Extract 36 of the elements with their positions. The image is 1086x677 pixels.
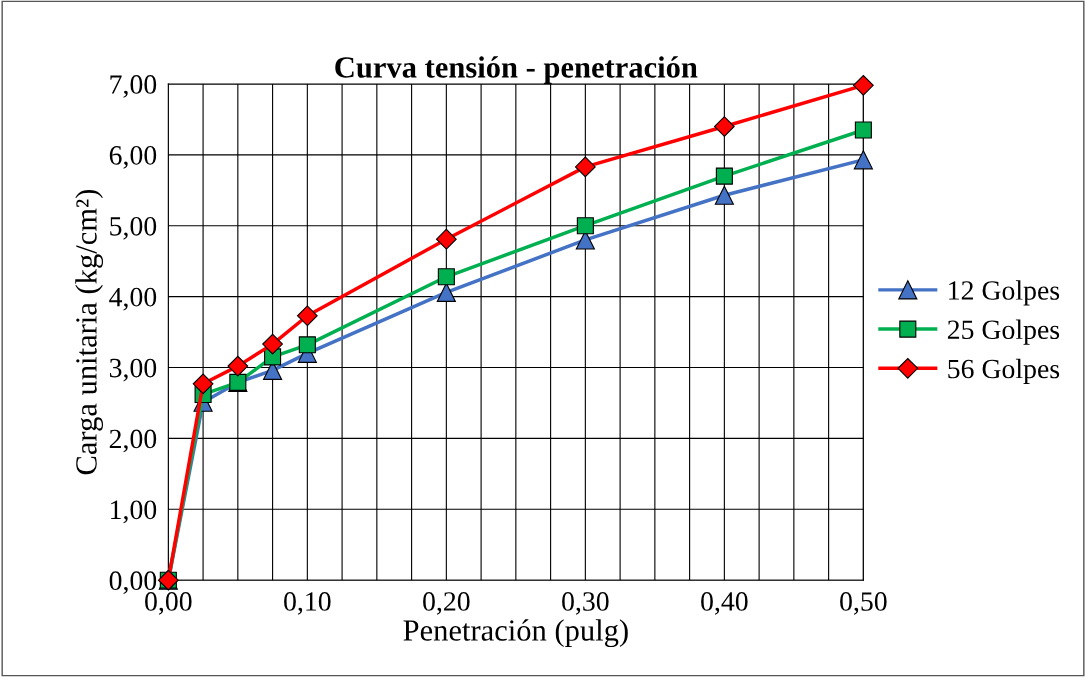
point <box>437 268 455 286</box>
point <box>435 228 457 250</box>
point <box>192 373 214 395</box>
x-tick-label: 0,00 <box>145 592 192 615</box>
point <box>713 116 735 137</box>
y-tick-label: 4,00 <box>109 287 157 311</box>
point <box>298 336 316 354</box>
chart-title: Curva tensión - penetración <box>335 56 698 84</box>
point <box>574 156 596 178</box>
y-tick-label: 0,00 <box>109 571 157 595</box>
point <box>853 150 873 170</box>
y-tick-label: 2,00 <box>109 429 157 453</box>
point <box>854 121 872 139</box>
legend-label: 56 Golpes <box>948 358 1060 384</box>
y-axis-title: Carga unitaria (kg/cm²) <box>75 189 104 475</box>
y-tick-label: 1,00 <box>111 500 157 524</box>
legend-label: 12 Golpes <box>949 280 1060 306</box>
y-tick-label: 7,00 <box>110 75 157 98</box>
x-axis-title: Penetración (pulg) <box>403 619 628 648</box>
legend-label: 25 Golpes <box>947 319 1060 345</box>
x-tick-label: 0,20 <box>423 592 470 615</box>
point <box>296 305 318 327</box>
x-tick-label: 0,30 <box>562 592 609 615</box>
point <box>227 355 249 377</box>
point <box>715 167 733 185</box>
y-tick-label: 5,00 <box>110 216 157 240</box>
point <box>436 282 456 302</box>
x-tick-label: 0,40 <box>701 592 748 615</box>
point <box>576 217 594 235</box>
x-tick-label: 0,50 <box>840 592 887 615</box>
point <box>262 333 283 355</box>
point <box>852 74 874 96</box>
y-tick-label: 3,00 <box>109 358 157 382</box>
x-tick-label: 0,10 <box>284 592 331 615</box>
y-tick-label: 6,00 <box>109 146 157 169</box>
point <box>714 185 734 205</box>
